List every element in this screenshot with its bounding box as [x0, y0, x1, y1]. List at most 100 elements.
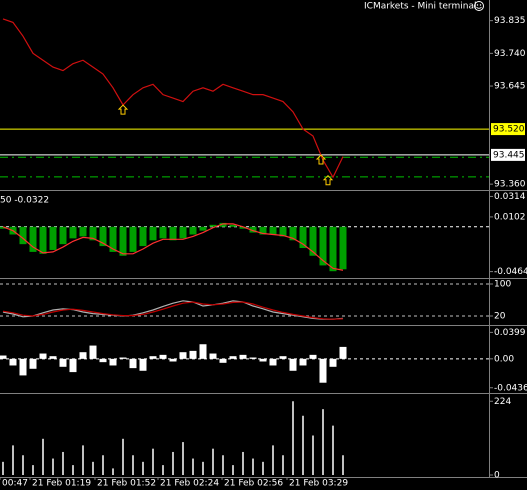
histogram-bar — [139, 358, 147, 371]
volume-bar — [192, 458, 194, 475]
histogram-bar — [259, 226, 267, 235]
y-tick-label: 0.0399 — [494, 328, 526, 338]
y-tick-label: -0.0464 — [494, 267, 527, 277]
histogram-bar — [279, 356, 287, 359]
volume-bar — [12, 445, 14, 475]
volume-bar — [212, 448, 214, 475]
volume-bar — [2, 461, 4, 475]
x-tick-label: 21 Feb 02:24 — [160, 479, 219, 489]
histogram-bar — [129, 358, 137, 369]
indicator-label: 50 -0.0322 — [0, 196, 49, 206]
y-tick-label: 224 — [494, 397, 511, 407]
volume-bar — [132, 455, 134, 475]
volume-bar — [62, 451, 64, 475]
volume-bar — [232, 465, 234, 475]
histogram-bar — [39, 226, 47, 254]
price-level-label: 93.445 — [493, 150, 525, 160]
volume-bar — [112, 468, 114, 475]
histogram-bar — [149, 356, 157, 359]
histogram-bar — [159, 226, 167, 239]
volume-bar — [222, 455, 224, 475]
series-line — [2, 301, 344, 320]
histogram-bar — [219, 358, 227, 363]
y-tick-label: 0.00 — [494, 354, 514, 364]
histogram-bar — [9, 358, 17, 366]
histogram-bar — [209, 353, 217, 359]
histogram-bar — [259, 358, 267, 362]
y-tick-label: 93.645 — [494, 82, 526, 92]
histogram-bar — [209, 224, 217, 227]
histogram-bar — [49, 356, 57, 359]
volume-bar — [22, 455, 24, 475]
histogram-bar — [219, 222, 227, 227]
signal-arrow — [322, 174, 334, 186]
histogram-bar — [199, 226, 207, 231]
y-tick-label: -0.0436 — [494, 383, 527, 393]
price-level-box — [491, 123, 525, 136]
volume-bar — [302, 415, 304, 475]
histogram-bar — [239, 226, 247, 229]
volume-bar — [32, 465, 34, 475]
y-tick-label: 93.740 — [494, 49, 526, 59]
histogram-bar — [0, 355, 7, 359]
histogram-bar — [329, 226, 337, 272]
histogram-bar — [169, 358, 177, 362]
histogram-bar — [79, 352, 87, 359]
histogram-bar — [309, 226, 317, 256]
histogram-bar — [269, 358, 277, 366]
volume-bar — [162, 465, 164, 475]
histogram-bar — [189, 350, 197, 359]
price-level-box — [491, 148, 525, 161]
histogram-bar — [99, 226, 107, 247]
histogram-bar — [279, 226, 287, 237]
series-line — [2, 223, 344, 271]
histogram-bar — [179, 226, 187, 239]
series-line — [2, 18, 344, 179]
volume-bar — [42, 438, 44, 475]
volume-bar — [92, 461, 94, 475]
y-tick-label: 93.360 — [494, 180, 526, 190]
histogram-bar — [39, 353, 47, 359]
signal-arrow — [315, 154, 327, 165]
histogram-bar — [29, 358, 37, 369]
x-tick-label: 21 Feb 03:29 — [289, 479, 348, 489]
histogram-bar — [249, 226, 257, 233]
volume-bar — [152, 448, 154, 475]
y-tick-label: 0.0102 — [494, 212, 526, 222]
price-level-label: 93.520 — [493, 125, 525, 135]
histogram-bar — [69, 226, 77, 239]
histogram-bar — [59, 226, 67, 245]
y-tick-label: 93.835 — [494, 16, 526, 26]
histogram-bar — [29, 226, 37, 252]
volume-bar — [332, 425, 334, 475]
volume-bar — [172, 451, 174, 475]
volume-bar — [272, 445, 274, 475]
signal-arrow — [117, 104, 129, 115]
histogram-bar — [49, 226, 57, 250]
histogram-bar — [0, 226, 7, 229]
volume-bar — [142, 461, 144, 475]
volume-bar — [72, 465, 74, 475]
volume-bar — [82, 445, 84, 475]
y-tick-label: 20 — [494, 312, 506, 322]
histogram-bar — [109, 226, 117, 252]
histogram-bar — [319, 226, 327, 266]
smiley-icon — [474, 1, 484, 11]
histogram-bar — [69, 358, 77, 373]
volume-bar — [312, 435, 314, 475]
volume-bar — [262, 461, 264, 475]
histogram-bar — [119, 357, 127, 359]
histogram-bar — [199, 344, 207, 359]
volume-bar — [252, 458, 254, 475]
histogram-bar — [329, 358, 337, 367]
histogram-bar — [319, 358, 327, 383]
histogram-bar — [179, 352, 187, 359]
histogram-bar — [299, 226, 307, 249]
y-tick-label: 100 — [494, 280, 511, 290]
volume-bar — [102, 455, 104, 475]
histogram-bar — [269, 226, 277, 235]
histogram-bar — [119, 226, 127, 256]
histogram-bar — [169, 226, 177, 241]
